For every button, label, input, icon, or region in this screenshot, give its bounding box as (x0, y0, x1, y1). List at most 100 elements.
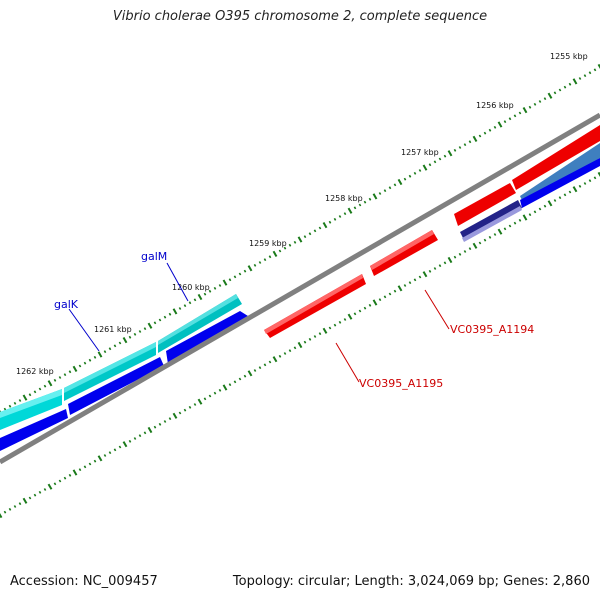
gene-label-galm[interactable]: galM (141, 250, 167, 263)
inner-ruler-tick (518, 218, 522, 222)
inner-ruler-tick (3, 510, 7, 514)
inner-ruler-tick (333, 323, 337, 327)
outer-ruler-tick (483, 131, 487, 135)
gene-arrow-blue-3[interactable] (166, 311, 248, 364)
inner-ruler-tick (28, 496, 32, 500)
outer-ruler-tick (333, 217, 337, 221)
outer-ruler-tick (403, 177, 407, 181)
inner-ruler-tick (128, 439, 132, 443)
inner-ruler-tick (13, 505, 17, 508)
inner-ruler-tick (372, 299, 378, 306)
outer-ruler-tick (328, 220, 332, 224)
inner-ruler-tick (403, 284, 407, 287)
gene-label-galk[interactable]: galK (54, 298, 79, 311)
outer-ruler-tick (422, 164, 428, 171)
inner-ruler-tick (97, 455, 103, 462)
accession-text: Accession: NC_009457 (10, 574, 158, 589)
gene-arrow-navy[interactable] (460, 200, 522, 240)
outer-ruler-tick (393, 183, 397, 187)
outer-ruler-tick (538, 100, 542, 103)
outer-ruler-tick (88, 358, 92, 362)
inner-ruler-tick (428, 269, 432, 273)
outer-ruler-tick (97, 351, 103, 358)
gene-label-vc0395-a1194[interactable]: VC0395_A1194 (450, 323, 534, 336)
inner-ruler-tick (122, 441, 128, 448)
inner-ruler-tick (78, 468, 82, 472)
outer-ruler-tick (263, 258, 267, 262)
gene-arrow-blue-right[interactable] (520, 158, 600, 208)
outer-ruler-tick (213, 286, 217, 290)
inner-ruler-tick (497, 228, 503, 235)
outer-ruler-tick (303, 235, 307, 239)
inner-ruler-tick (447, 256, 453, 264)
outer-ruler-tick (508, 117, 512, 121)
inner-ruler-tick (278, 354, 282, 358)
inner-ruler-tick (253, 369, 257, 372)
outer-ruler-tick (343, 212, 347, 216)
outer-ruler-tick (383, 189, 387, 193)
outer-ruler-tick (58, 376, 62, 379)
inner-ruler-tick (383, 295, 387, 299)
gene-label-vc0395-a1195[interactable]: VC0395_A1195 (359, 377, 443, 390)
outer-ruler-tick (458, 146, 462, 149)
gene-arrow-red-4[interactable] (512, 125, 600, 190)
inner-ruler-tick (363, 306, 367, 310)
inner-ruler-tick (178, 411, 182, 415)
inner-ruler-tick (483, 238, 487, 242)
outer-ruler-tick (122, 337, 128, 344)
outer-ruler-tick (133, 332, 137, 336)
outer-ruler-tick (433, 160, 437, 164)
outer-ruler-tick (13, 401, 17, 405)
outer-ruler-tick (372, 193, 378, 200)
outer-ruler-tick (597, 63, 600, 70)
inner-ruler-tick (378, 298, 382, 302)
inner-ruler-tick (472, 242, 478, 249)
inner-ruler-tick (183, 408, 187, 412)
outer-ruler-tick (308, 232, 312, 236)
outer-ruler-tick (243, 269, 247, 273)
gene-arrow-blue-1[interactable] (0, 409, 68, 451)
inner-ruler-tick (238, 377, 242, 381)
cyan-gene-track (0, 294, 242, 430)
outer-ruler-tick (163, 315, 167, 319)
outer-ruler-tick (268, 255, 272, 259)
inner-ruler-tick (43, 488, 47, 491)
inner-ruler-tick (478, 241, 482, 245)
outer-ruler-tick (528, 105, 532, 109)
inner-ruler-tick (147, 426, 153, 434)
inner-ruler-tick (588, 179, 592, 183)
outer-ruler-tick (513, 114, 517, 118)
inner-ruler-tick (213, 391, 217, 395)
outer-ruler-tick (588, 71, 592, 75)
outer-ruler-tick (278, 249, 282, 253)
gene-arrow-galm-cyan[interactable] (158, 294, 242, 353)
outer-ruler-tick (188, 301, 192, 305)
outer-ruler-tick (488, 128, 492, 132)
inner-ruler-tick (143, 431, 147, 435)
tick-label-1255: 1255 kbp (550, 52, 588, 61)
outer-ruler-tick (178, 307, 182, 310)
inner-ruler-tick (172, 412, 178, 419)
inner-ruler-tick (418, 275, 422, 279)
inner-ruler-tick (413, 278, 417, 282)
outer-ruler-tick (83, 361, 87, 365)
outer-ruler-tick (558, 88, 562, 92)
tick-label-1258: 1258 kbp (325, 194, 363, 203)
outer-ruler-tick (347, 207, 353, 214)
outer-ruler-tick (38, 387, 42, 391)
gene-arrow-blue-2[interactable] (68, 357, 164, 415)
outer-ruler-tick (283, 246, 287, 250)
inner-ruler-tick (233, 380, 237, 384)
gene-arrow-red-3[interactable] (454, 183, 516, 226)
outer-ruler-tick (397, 178, 403, 186)
inner-ruler-tick (108, 451, 112, 455)
inner-ruler-tick (538, 207, 542, 211)
outer-ruler-tick (158, 318, 162, 322)
inner-ruler-tick (158, 422, 162, 426)
outer-ruler-tick (233, 275, 237, 279)
outer-ruler-tick (143, 327, 147, 331)
tick-label-1257: 1257 kbp (401, 148, 439, 157)
outer-ruler-tick (258, 261, 262, 264)
outer-ruler-tick (572, 78, 578, 85)
tick-label-1259: 1259 kbp (249, 239, 287, 248)
